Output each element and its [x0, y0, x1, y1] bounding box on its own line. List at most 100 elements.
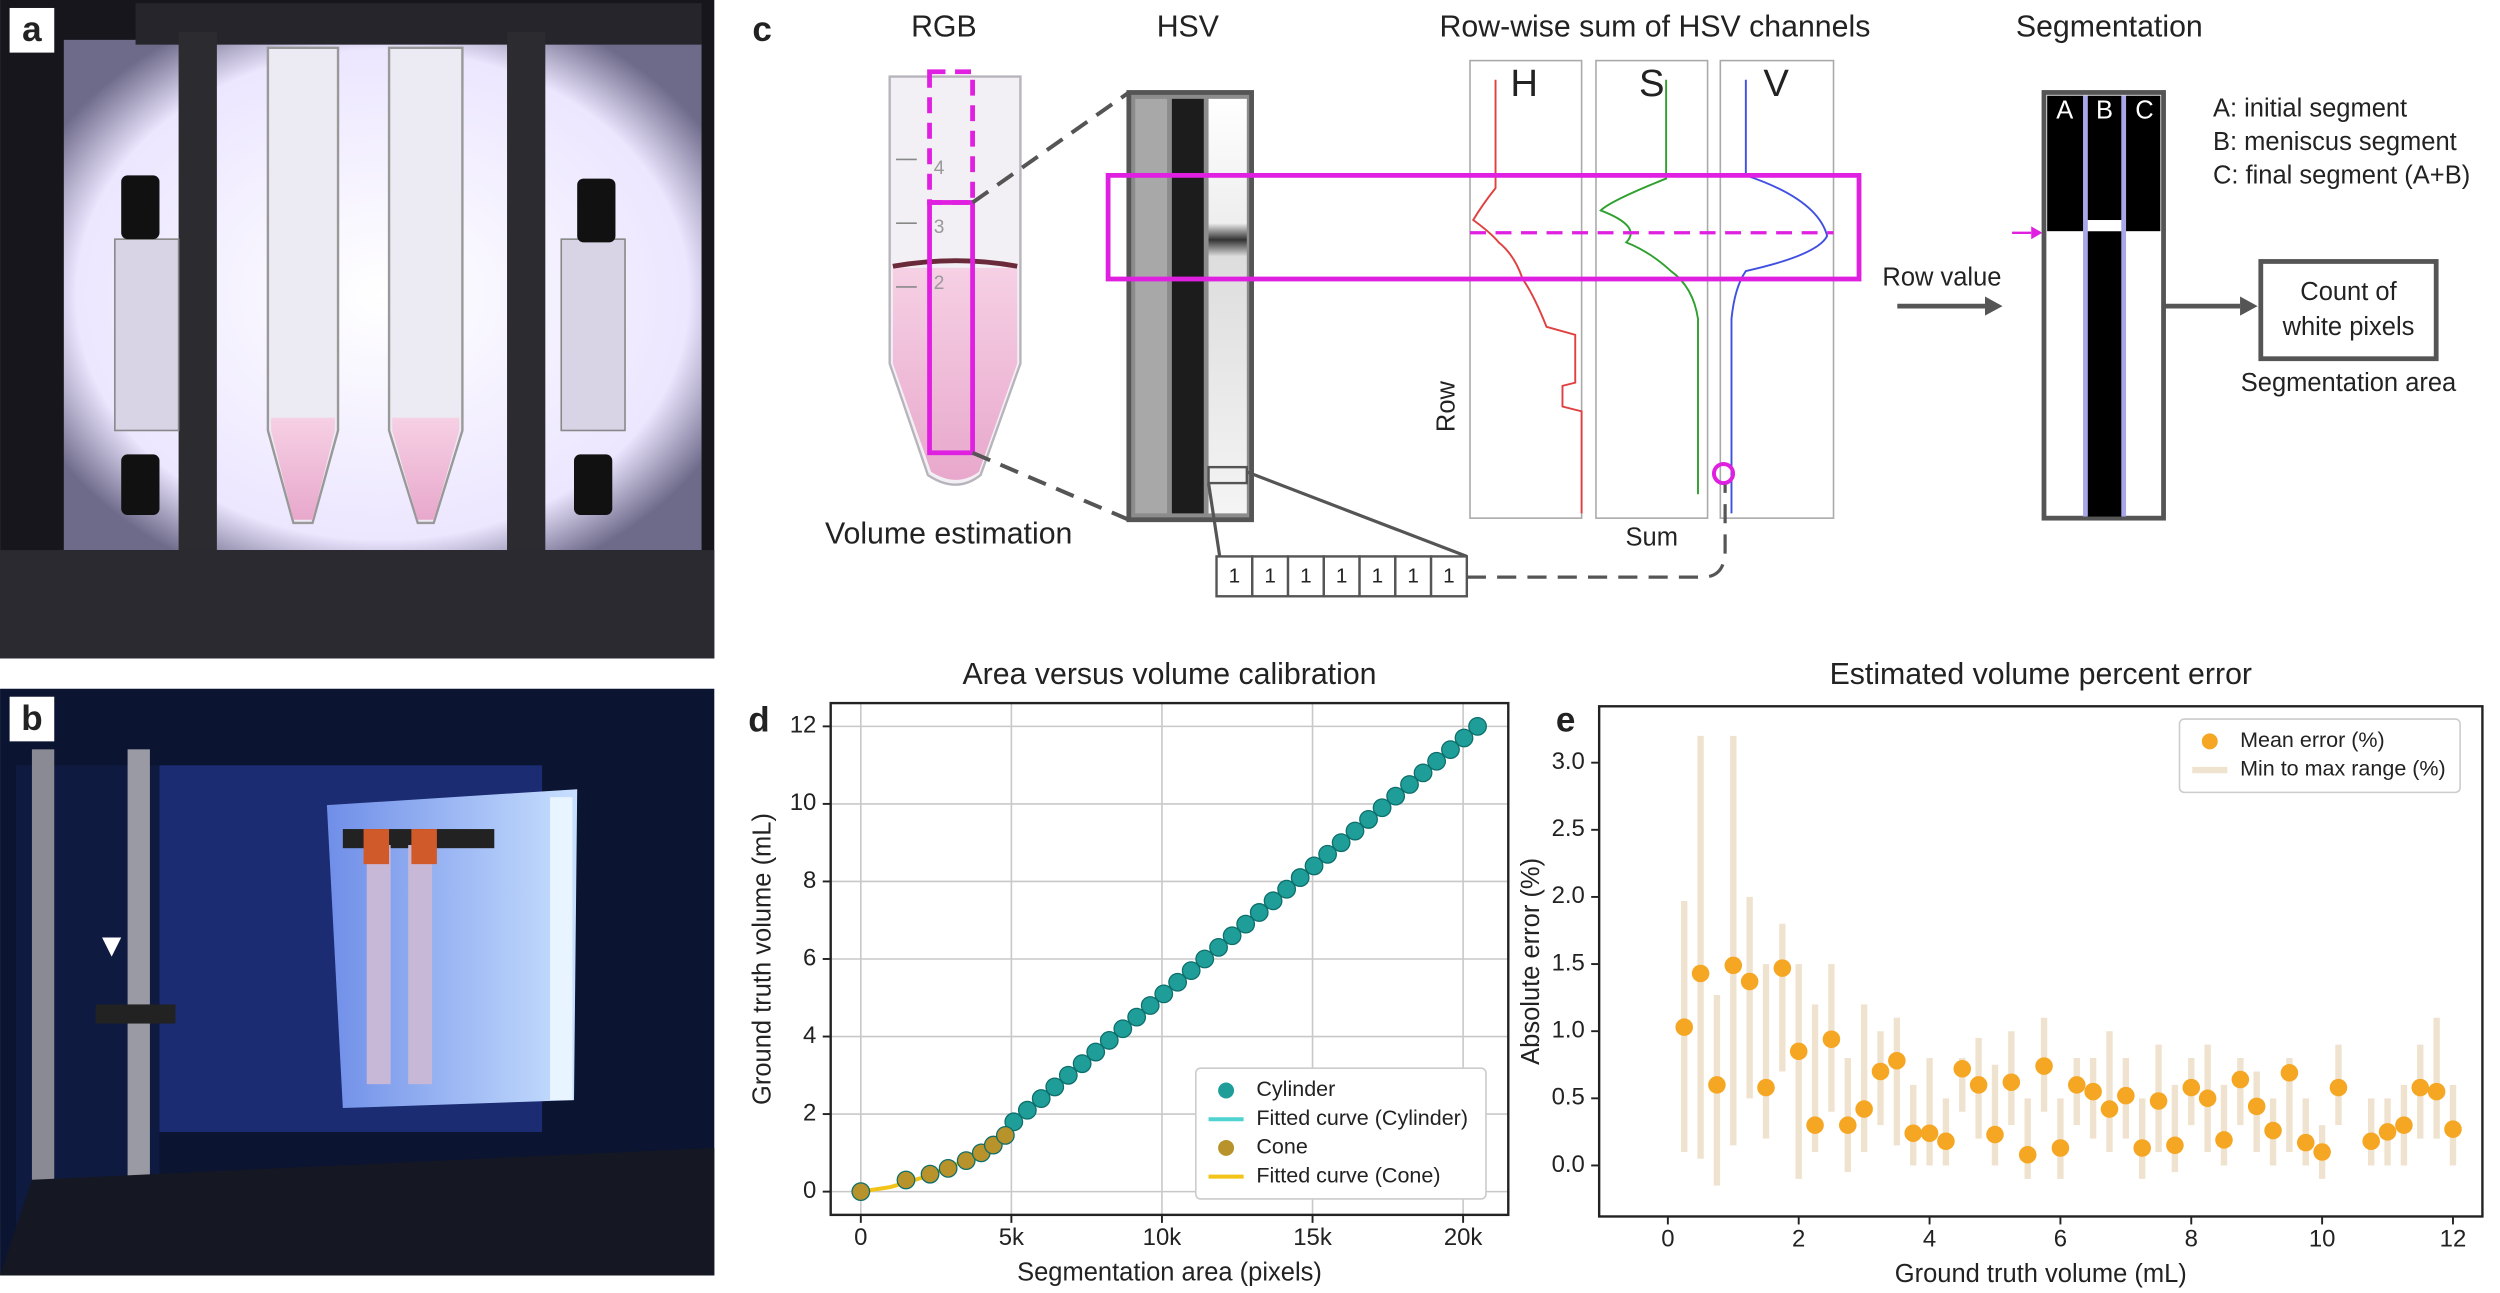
y-tick-label: 1.0 — [1552, 1017, 1585, 1044]
legend-box — [1194, 1067, 1487, 1200]
data-point — [2378, 1123, 2397, 1141]
pixel-cell — [1358, 555, 1397, 598]
pixel-value: 1 — [1336, 565, 1348, 588]
data-point — [1263, 891, 1283, 911]
data-point — [2231, 1070, 2250, 1089]
legend-box — [2178, 718, 2461, 794]
legend-swatch — [1218, 1139, 1235, 1156]
data-point — [1086, 1042, 1106, 1062]
data-point — [1468, 716, 1487, 736]
data-point — [995, 1125, 1015, 1145]
data-point — [1236, 914, 1256, 934]
tube-mark: 4 — [934, 158, 945, 179]
x-tick-label: 0 — [1661, 1226, 1674, 1253]
data-point — [1072, 1054, 1092, 1074]
data-point — [2198, 1089, 2217, 1108]
data-point — [1888, 1051, 1906, 1070]
legend-label: Cylinder — [1256, 1077, 1335, 1101]
data-point — [1195, 949, 1215, 969]
data-point — [1871, 1062, 1890, 1081]
data-point — [1454, 728, 1474, 748]
panel-label: d — [748, 700, 769, 739]
y-axis-label: Absolute error (%) — [1517, 858, 1545, 1065]
data-point — [1839, 1116, 1857, 1134]
data-point — [2264, 1121, 2282, 1140]
data-point — [1855, 1100, 1873, 1118]
data-point — [1099, 1031, 1119, 1050]
data-point — [1386, 786, 1406, 806]
data-point — [2117, 1086, 2135, 1105]
data-point — [2280, 1064, 2299, 1082]
legend-swatch — [1218, 1082, 1235, 1099]
data-point — [1413, 763, 1433, 783]
pixel-value: 1 — [1300, 565, 1312, 588]
data-point — [2247, 1097, 2266, 1116]
photo-a — [0, 0, 715, 659]
data-point — [1359, 810, 1378, 829]
legend-label: Fitted curve (Cylinder) — [1256, 1106, 1468, 1130]
data-point — [1372, 798, 1392, 818]
pixel-value: 1 — [1372, 565, 1384, 588]
data-point — [1181, 961, 1201, 981]
data-point — [1427, 751, 1447, 771]
data-point — [1969, 1076, 1988, 1094]
data-point — [2182, 1078, 2201, 1097]
segment-legend: B: meniscus segment — [2213, 128, 2457, 156]
row-value-label: Row value — [1882, 264, 2001, 292]
data-point — [1724, 956, 1743, 975]
x-tick-label: 5k — [999, 1224, 1024, 1251]
legend-label: Cone — [1256, 1135, 1307, 1159]
y-tick-label: 0.0 — [1552, 1151, 1585, 1178]
data-point — [1113, 1019, 1133, 1039]
data-point — [1757, 1078, 1775, 1097]
rowwise-label: Row-wise sum of HSV channels — [1440, 11, 1871, 44]
x-tick-label: 20k — [1444, 1224, 1483, 1251]
legend-swatch — [2201, 733, 2218, 750]
pixel-value: 1 — [1229, 565, 1241, 588]
data-point — [2444, 1120, 2462, 1138]
x-tick-label: 2 — [1792, 1226, 1805, 1253]
data-point — [2411, 1078, 2430, 1097]
segment-label: B — [2096, 96, 2113, 124]
data-point — [2362, 1132, 2380, 1151]
data-point — [1904, 1124, 1922, 1143]
x-axis-label: Segmentation area (pixels) — [1017, 1259, 1322, 1287]
chart-title: Area versus volume calibration — [962, 658, 1376, 691]
x-tick-label: 8 — [2185, 1226, 2198, 1253]
segment-legend: C: final segment (A+B) — [2213, 162, 2470, 190]
data-point — [1031, 1089, 1051, 1108]
data-point — [1789, 1042, 1808, 1061]
y-tick-label: 10 — [790, 789, 817, 816]
pixel-cell — [1286, 555, 1325, 598]
channel-label: S — [1639, 62, 1665, 105]
data-point — [851, 1182, 871, 1202]
pixel-value: 1 — [1407, 565, 1419, 588]
legend-label: Min to max range (%) — [2240, 757, 2446, 781]
data-point — [1140, 996, 1160, 1015]
hsv-label: HSV — [1157, 11, 1220, 44]
data-point — [2313, 1143, 2331, 1161]
data-point — [1209, 937, 1228, 957]
y-tick-label: 2.5 — [1552, 815, 1585, 842]
chart-title: Estimated volume percent error — [1830, 658, 2252, 691]
plot-frame — [829, 701, 1510, 1217]
data-point — [1345, 821, 1365, 841]
sum-label: Sum — [1626, 524, 1678, 552]
panel-label: b — [21, 699, 42, 738]
data-point — [1708, 1076, 1726, 1094]
y-tick-label: 8 — [803, 867, 816, 894]
photo-b — [0, 688, 715, 1276]
panel-label: c — [752, 10, 772, 49]
segment-legend: A: initial segment — [2213, 95, 2407, 123]
data-point — [1953, 1060, 1972, 1078]
data-point — [2084, 1082, 2102, 1101]
data-point — [2035, 1057, 2053, 1075]
data-point — [1222, 926, 1242, 946]
data-point — [2296, 1133, 2315, 1152]
pixel-value: 1 — [1264, 565, 1276, 588]
data-point — [1740, 972, 1759, 991]
rgb-label: RGB — [911, 11, 977, 44]
data-point — [1249, 903, 1269, 922]
